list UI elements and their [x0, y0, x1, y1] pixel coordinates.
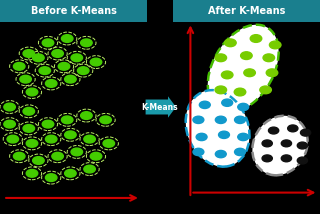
Text: K-Means: K-Means — [142, 103, 178, 112]
Circle shape — [90, 152, 102, 160]
Circle shape — [45, 80, 57, 87]
Circle shape — [235, 116, 245, 123]
Circle shape — [193, 116, 204, 123]
Circle shape — [7, 135, 19, 143]
Circle shape — [39, 67, 51, 74]
Circle shape — [52, 50, 63, 57]
Circle shape — [234, 88, 246, 96]
Circle shape — [13, 152, 25, 160]
Circle shape — [90, 58, 102, 66]
Circle shape — [42, 120, 54, 128]
Ellipse shape — [208, 25, 279, 112]
Circle shape — [262, 155, 272, 162]
Circle shape — [33, 54, 44, 62]
Circle shape — [221, 71, 233, 79]
Circle shape — [297, 157, 308, 164]
Circle shape — [244, 69, 255, 77]
Circle shape — [61, 116, 73, 124]
Circle shape — [250, 35, 262, 42]
Circle shape — [33, 157, 44, 164]
Circle shape — [215, 116, 226, 123]
Circle shape — [4, 103, 15, 111]
Circle shape — [26, 88, 38, 96]
Circle shape — [260, 86, 271, 94]
Circle shape — [20, 75, 31, 83]
Circle shape — [65, 169, 76, 177]
Circle shape — [196, 133, 207, 141]
Circle shape — [81, 39, 92, 47]
Circle shape — [13, 62, 25, 70]
Circle shape — [238, 103, 249, 111]
Circle shape — [84, 165, 95, 173]
Circle shape — [238, 133, 249, 141]
Circle shape — [193, 148, 204, 156]
Circle shape — [269, 41, 281, 49]
Circle shape — [71, 148, 83, 156]
Circle shape — [300, 129, 311, 136]
Circle shape — [26, 169, 38, 177]
Circle shape — [268, 127, 279, 134]
FancyBboxPatch shape — [173, 0, 320, 22]
Circle shape — [23, 50, 35, 57]
Circle shape — [219, 131, 229, 138]
Circle shape — [215, 54, 227, 62]
Circle shape — [61, 35, 73, 42]
Circle shape — [281, 140, 292, 147]
Circle shape — [103, 140, 115, 147]
Circle shape — [77, 67, 89, 74]
Circle shape — [281, 155, 292, 162]
FancyArrow shape — [146, 96, 176, 118]
Circle shape — [288, 125, 298, 132]
Circle shape — [4, 120, 15, 128]
Circle shape — [45, 174, 57, 181]
Circle shape — [215, 150, 226, 158]
Circle shape — [225, 39, 236, 47]
Circle shape — [241, 52, 252, 59]
Ellipse shape — [186, 90, 250, 167]
Circle shape — [58, 62, 70, 70]
Circle shape — [71, 54, 83, 62]
Text: After K-Means: After K-Means — [208, 6, 285, 16]
Circle shape — [297, 142, 308, 149]
Circle shape — [222, 99, 233, 106]
Text: Before K-Means: Before K-Means — [31, 6, 116, 16]
Circle shape — [235, 148, 245, 156]
Circle shape — [42, 39, 54, 47]
Circle shape — [52, 152, 63, 160]
Circle shape — [45, 135, 57, 143]
Circle shape — [266, 69, 278, 77]
FancyBboxPatch shape — [0, 0, 147, 22]
Ellipse shape — [252, 116, 308, 175]
Circle shape — [199, 101, 210, 108]
Circle shape — [26, 140, 38, 147]
Circle shape — [23, 107, 35, 115]
Circle shape — [65, 75, 76, 83]
Circle shape — [81, 112, 92, 119]
Circle shape — [100, 116, 111, 124]
Circle shape — [262, 140, 272, 147]
Circle shape — [84, 135, 95, 143]
Circle shape — [23, 125, 35, 132]
Circle shape — [65, 131, 76, 139]
Circle shape — [263, 54, 275, 62]
Circle shape — [215, 86, 227, 94]
